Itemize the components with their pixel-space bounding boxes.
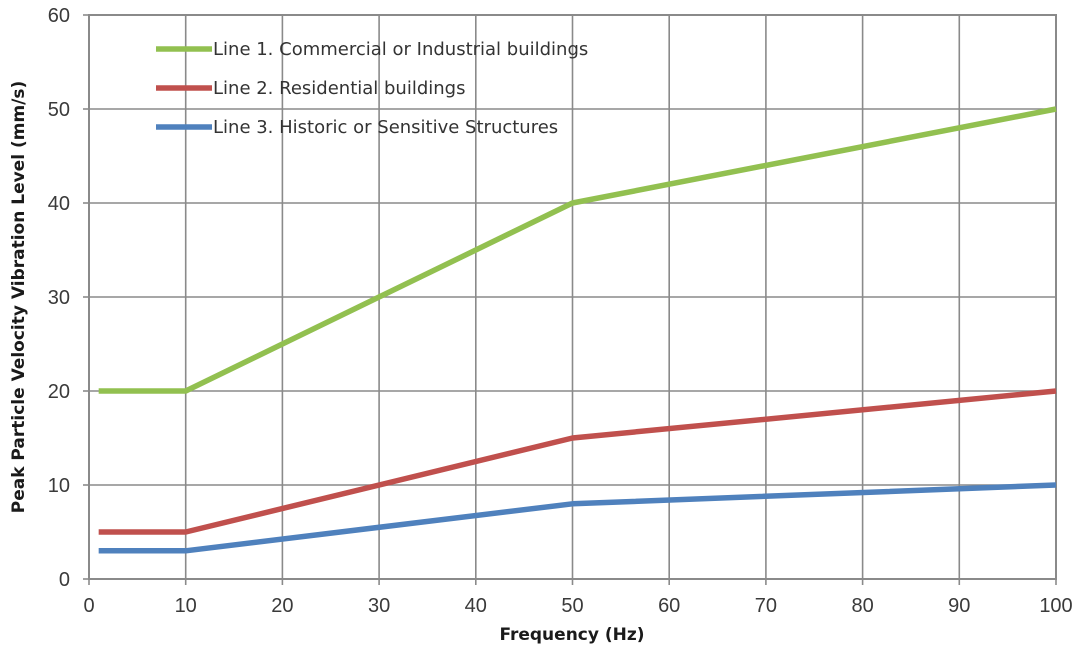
x-tick-label: 10 (175, 595, 197, 617)
x-tick-label: 70 (755, 595, 777, 617)
x-tick-label: 80 (851, 595, 873, 617)
x-tick-label: 40 (465, 595, 487, 617)
grid (83, 14, 1057, 585)
x-tick-label: 100 (1039, 595, 1072, 617)
x-tick-label: 0 (83, 595, 94, 617)
plot-frame (88, 14, 1057, 580)
y-tick-label: 30 (48, 287, 70, 309)
x-tick-label: 60 (658, 595, 680, 617)
x-tick-label: 50 (561, 595, 583, 617)
x-axis-label: Frequency (Hz) (499, 625, 644, 645)
legend-label-2: Line 2. Residential buildings (213, 78, 465, 99)
legend-label-1: Line 1. Commercial or Industrial buildin… (213, 39, 588, 60)
y-tick-label: 50 (48, 99, 70, 121)
x-tick-label: 30 (368, 595, 390, 617)
y-tick-label: 20 (48, 381, 70, 403)
series-line-1 (98, 106, 1057, 394)
y-tick-label: 0 (59, 569, 70, 591)
series-group (98, 106, 1057, 554)
x-axis-ticks: 0 10 20 30 40 50 60 70 80 90 100 (83, 595, 1072, 617)
x-tick-label: 90 (948, 595, 970, 617)
y-axis-ticks: 0 10 20 30 40 50 60 (48, 5, 70, 591)
y-tick-label: 40 (48, 193, 70, 215)
y-tick-label: 10 (48, 475, 70, 497)
series-line-2 (98, 388, 1057, 535)
x-tick-label: 20 (271, 595, 293, 617)
series-line-3 (98, 482, 1057, 554)
y-axis-label: Peak Particle Velocity Vibration Level (… (9, 81, 29, 514)
legend-label-3: Line 3. Historic or Sensitive Structures (213, 117, 558, 138)
y-tick-label: 60 (48, 5, 70, 27)
legend: Line 1. Commercial or Industrial buildin… (156, 39, 588, 138)
